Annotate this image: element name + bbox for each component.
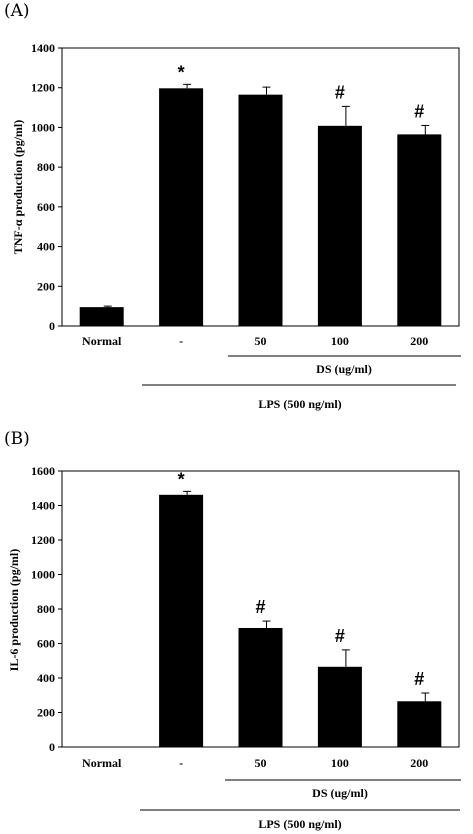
panel-a-bar	[317, 125, 362, 326]
panel-a-bar	[79, 307, 124, 326]
panel-b-label: (B)	[4, 429, 30, 449]
panel-b-y-tick-label: 400	[37, 671, 55, 685]
panel-a-bar	[238, 94, 283, 327]
panel-a-y-tick-label: 800	[37, 160, 55, 174]
panel-a-y-tick-label: 1400	[31, 41, 55, 55]
panel-b-y-tick-label: 1000	[31, 568, 55, 582]
panel-b-category-label: 100	[331, 756, 349, 770]
panel-b-bar	[317, 666, 362, 747]
panel-b-significance-mark: *	[178, 469, 185, 489]
panel-b-significance-mark: #	[335, 626, 345, 646]
panel-b-plot: 0 200 400 600 800 1000 1200 1400 1600 Normal * - #50…	[31, 464, 461, 781]
panel-b-y-tick-label: 0	[49, 740, 55, 754]
panel-b-category-label: Normal	[82, 756, 122, 770]
panel-a-category-label: 50	[255, 334, 267, 348]
panel-a-y-tick-label: 600	[37, 200, 55, 214]
panel-b-treatment-label: LPS (500 ng/ml)	[258, 817, 341, 831]
panel-a-significance-mark: *	[178, 62, 185, 82]
panel-b-y-tick-label: 1200	[31, 533, 55, 547]
panel-b-y-tick-label: 200	[37, 706, 55, 720]
panel-a-bar	[397, 134, 442, 326]
panel-a-y-tick-label: 1000	[31, 120, 55, 134]
panel-a-plot: 0 200 400 600 800 1000 1200 1400 Normal * - 50 #100 #…	[31, 41, 461, 357]
panel-a-category-label: Normal	[82, 334, 122, 348]
panel-a-y-tick-label: 0	[49, 319, 55, 333]
panel-b-y-tick-label: 600	[37, 637, 55, 651]
panel-a: (A) TNF-α production (pg/ml) 0 200 400 600 8…	[4, 1, 461, 411]
panel-b-bar	[397, 701, 442, 747]
panel-b-significance-mark: #	[255, 597, 265, 617]
panel-a-group-label: DS (ug/ml)	[316, 362, 372, 376]
panel-b-category-label: -	[179, 756, 183, 770]
panel-a-significance-mark: #	[335, 82, 345, 102]
panel-b-group-label: DS (ug/ml)	[312, 786, 368, 800]
panel-a-category-label: 200	[410, 334, 428, 348]
panel-a-y-tick-label: 400	[37, 240, 55, 254]
panel-b: (B) IL-6 production (pg/ml) 0 200 400 600 80…	[4, 429, 461, 831]
panel-a-label: (A)	[4, 1, 30, 21]
panel-a-significance-mark: #	[414, 101, 424, 121]
panel-b-bar	[159, 494, 204, 747]
panel-b-y-axis-title: IL-6 production (pg/ml)	[7, 549, 21, 671]
panel-b-bar	[79, 746, 124, 748]
panel-a-y-tick-label: 200	[37, 279, 55, 293]
panel-b-category-label: 50	[255, 756, 267, 770]
panel-b-y-tick-label: 1600	[31, 464, 55, 478]
panel-a-y-tick-label: 1200	[31, 81, 55, 95]
panel-a-treatment-label: LPS (500 ng/ml)	[258, 397, 341, 411]
panel-a-y-axis-title: TNF-α production (pg/ml)	[11, 120, 25, 254]
panel-b-significance-mark: #	[414, 669, 424, 689]
panel-a-category-label: -	[179, 334, 183, 348]
panel-b-bar	[238, 627, 283, 747]
panel-b-category-label: 200	[410, 756, 428, 770]
panel-b-y-tick-label: 1400	[31, 499, 55, 513]
panel-a-category-label: 100	[331, 334, 349, 348]
panel-a-bar	[159, 88, 204, 326]
panel-b-y-tick-label: 800	[37, 602, 55, 616]
